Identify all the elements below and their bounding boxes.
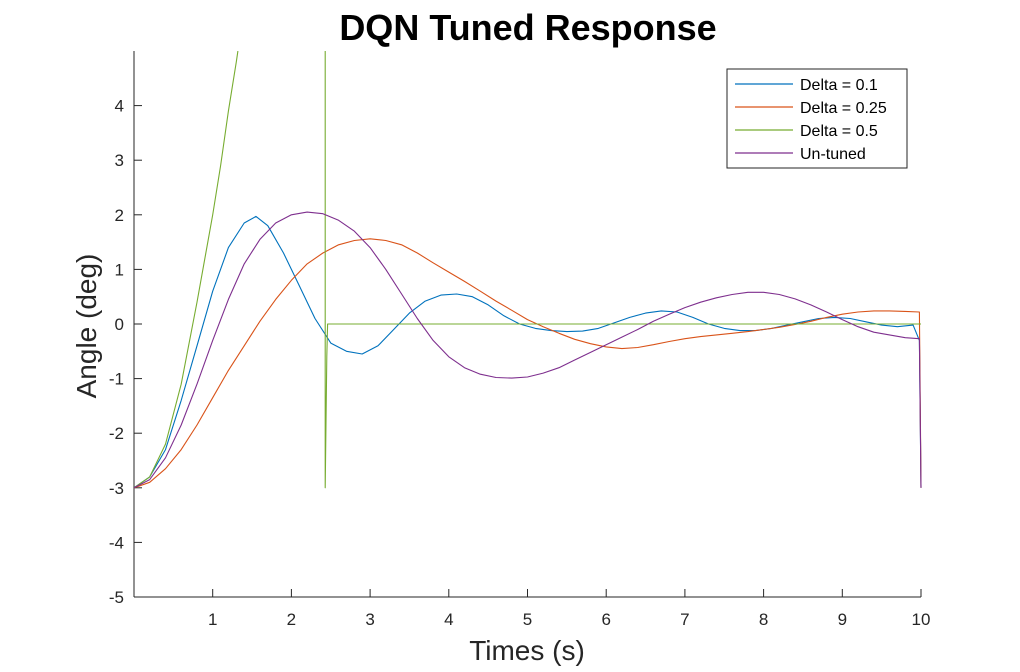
legend-label: Delta = 0.25: [800, 100, 887, 117]
x-tick-label: 6: [601, 610, 610, 629]
y-tick-label: -3: [109, 479, 124, 498]
y-tick-label: 3: [115, 151, 124, 170]
x-tick-label: 9: [838, 610, 847, 629]
series-group: [134, 51, 922, 489]
series-line-1: [134, 215, 922, 489]
x-tick-label: 5: [523, 610, 532, 629]
legend-label: Un-tuned: [800, 146, 866, 163]
x-tick-label: 3: [365, 610, 374, 629]
y-tick-label: -5: [109, 588, 124, 607]
y-axis-label: Angle (deg): [71, 254, 102, 399]
x-tick-label: 1: [208, 610, 217, 629]
x-tick-label: 4: [444, 610, 453, 629]
legend-label: Delta = 0.1: [800, 77, 878, 94]
y-tick-label: 2: [115, 206, 124, 225]
y-tick-label: 1: [115, 260, 124, 279]
y-tick-label: -1: [109, 370, 124, 389]
series-line-3: [134, 51, 921, 489]
x-tick-label: 2: [287, 610, 296, 629]
series-line-2: [134, 238, 922, 489]
axes: 1 2 3 4 5 6 7 8 9 10 -5 -4 -3 -2 -1 0 1 2 3 4: [109, 51, 931, 629]
x-axis-label: Times (s): [469, 635, 585, 666]
x-tick-label: 7: [680, 610, 689, 629]
legend-label: Delta = 0.5: [800, 123, 878, 140]
series-line-4: [134, 211, 922, 489]
x-tick-label: 8: [759, 610, 768, 629]
legend-box: [726, 68, 908, 169]
x-tick-label: 10: [912, 610, 931, 629]
chart-title: DQN Tuned Response: [339, 7, 716, 48]
y-tick-label: -2: [109, 424, 124, 443]
legend: Delta = 0.1 Delta = 0.25 Delta = 0.5 Un-tun…: [726, 68, 908, 169]
y-tick-label: -4: [109, 533, 124, 552]
y-tick-label: 0: [115, 315, 124, 334]
y-tick-label: 4: [115, 97, 124, 116]
